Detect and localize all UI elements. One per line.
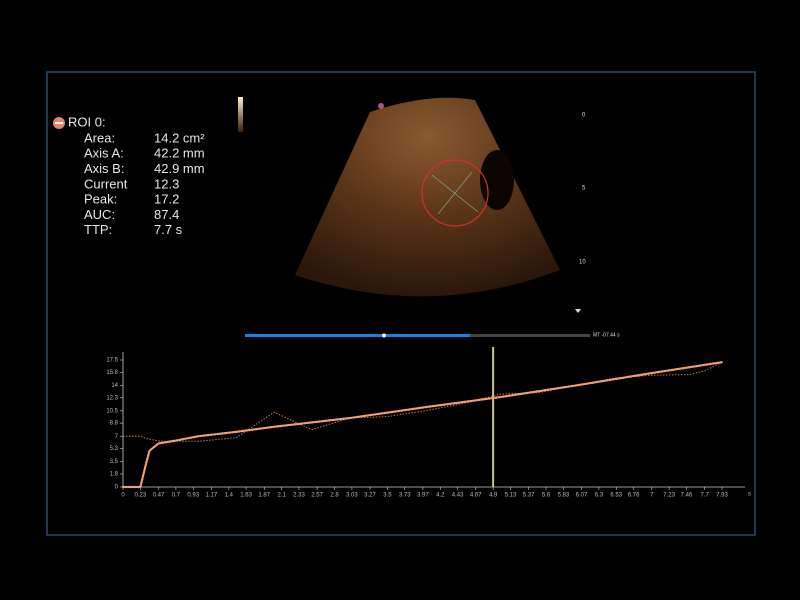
x-tick-label: 6.3 (595, 493, 604, 499)
roi-axis (437, 171, 473, 215)
curve (121, 361, 724, 489)
roi-label: TTP: (84, 222, 112, 237)
x-tick-label: 2.57 (311, 493, 323, 499)
x-tick-label: 4.67 (470, 493, 482, 499)
x-tick-label: 3.5 (383, 493, 392, 499)
x-tick-label: 2.33 (293, 493, 305, 499)
x-tick-label: 7.23 (663, 493, 675, 499)
x-axis-label: s (748, 492, 751, 498)
roi-value: 87.4 (154, 207, 179, 222)
x-tick-label: 7 (650, 493, 654, 499)
roi-label: Axis A: (84, 146, 124, 161)
x-tick-label: 0.23 (135, 493, 147, 499)
roi-value: 12.3 (154, 176, 179, 191)
y-tick-label: 5.3 (110, 446, 119, 452)
y-tick-label: 3.5 (110, 459, 119, 465)
x-tick-label: 7.7 (700, 493, 709, 499)
x-tick-label: 5.6 (542, 493, 551, 499)
frame (46, 71, 756, 536)
roi-axis (431, 174, 479, 213)
color-bar (238, 97, 243, 132)
y-tick-label: 14 (111, 383, 118, 389)
depth-arrow (575, 309, 581, 313)
timeline-progress (245, 334, 470, 337)
x-tick-label: 2.8 (330, 493, 339, 499)
roi-value: 14.2 cm² (154, 130, 205, 145)
y-tick-label: 1.8 (110, 472, 119, 478)
x-tick-label: 6.07 (576, 493, 588, 499)
x-tick-label: 1.17 (206, 493, 218, 499)
x-tick-label: 5.37 (523, 493, 535, 499)
x-tick-label: 0 (121, 493, 125, 499)
x-tick-label: 3.27 (364, 493, 376, 499)
x-tick-label: 6.76 (628, 493, 640, 499)
roi-icon-minus (55, 122, 63, 124)
timeline-handle[interactable] (382, 333, 386, 338)
x-tick-label: 5.83 (558, 493, 570, 499)
x-tick-label: 4.43 (452, 493, 464, 499)
depth-label: 10 (579, 260, 586, 266)
roi-title: ROI 0: (68, 114, 106, 129)
y-tick-label: 7 (115, 434, 119, 440)
x-tick-label: 1.4 (225, 493, 234, 499)
roi-value: 42.9 mm (154, 161, 205, 176)
timeline-label: MT -07.44 s (593, 332, 620, 338)
roi-label: Area: (84, 130, 115, 145)
roi-label: Current (84, 176, 128, 191)
x-tick-label: 5.13 (505, 493, 517, 499)
y-tick-label: 0 (115, 485, 119, 491)
roi-label: Axis B: (84, 161, 124, 176)
x-tick-label: 6.53 (610, 493, 622, 499)
x-tick-label: 1.87 (258, 493, 270, 499)
roi-circle (421, 159, 489, 227)
roi-label: Peak: (84, 192, 117, 207)
x-tick-label: 0.93 (187, 493, 199, 499)
probe-marker (378, 103, 384, 109)
y-tick-label: 12.3 (106, 395, 118, 401)
x-tick-label: 7.46 (681, 493, 693, 499)
x-tick-label: 3.97 (417, 493, 429, 499)
roi-value: 7.7 s (154, 222, 183, 237)
y-tick-label: 8.8 (110, 421, 119, 427)
x-tick-label: 3.73 (399, 493, 411, 499)
x-tick-label: 2.1 (277, 493, 286, 499)
y-tick-label: 17.5 (106, 358, 118, 364)
roi-value: 17.2 (154, 192, 179, 207)
curve (123, 361, 723, 442)
y-tick-label: 10.5 (106, 408, 118, 414)
x-tick-label: 4.2 (436, 493, 445, 499)
x-tick-label: 4.9 (489, 493, 498, 499)
x-tick-label: 1.63 (240, 493, 252, 499)
x-tick-label: 0.47 (153, 493, 165, 499)
x-tick-label: 3.03 (346, 493, 358, 499)
ultrasound-image (295, 97, 560, 297)
roi-panel: ROI 0: Area: 14.2 cm² Axis A: 42.2 mm Axis B… (53, 114, 205, 237)
depth-label: 5 (582, 186, 586, 192)
depth-label: 0 (582, 113, 586, 119)
x-tick-label: 0.7 (172, 493, 181, 499)
roi-label: AUC: (84, 207, 115, 222)
roi-value: 42.2 mm (154, 146, 205, 161)
y-tick-label: 15.8 (106, 370, 118, 376)
x-tick-label: 7.93 (716, 493, 728, 499)
